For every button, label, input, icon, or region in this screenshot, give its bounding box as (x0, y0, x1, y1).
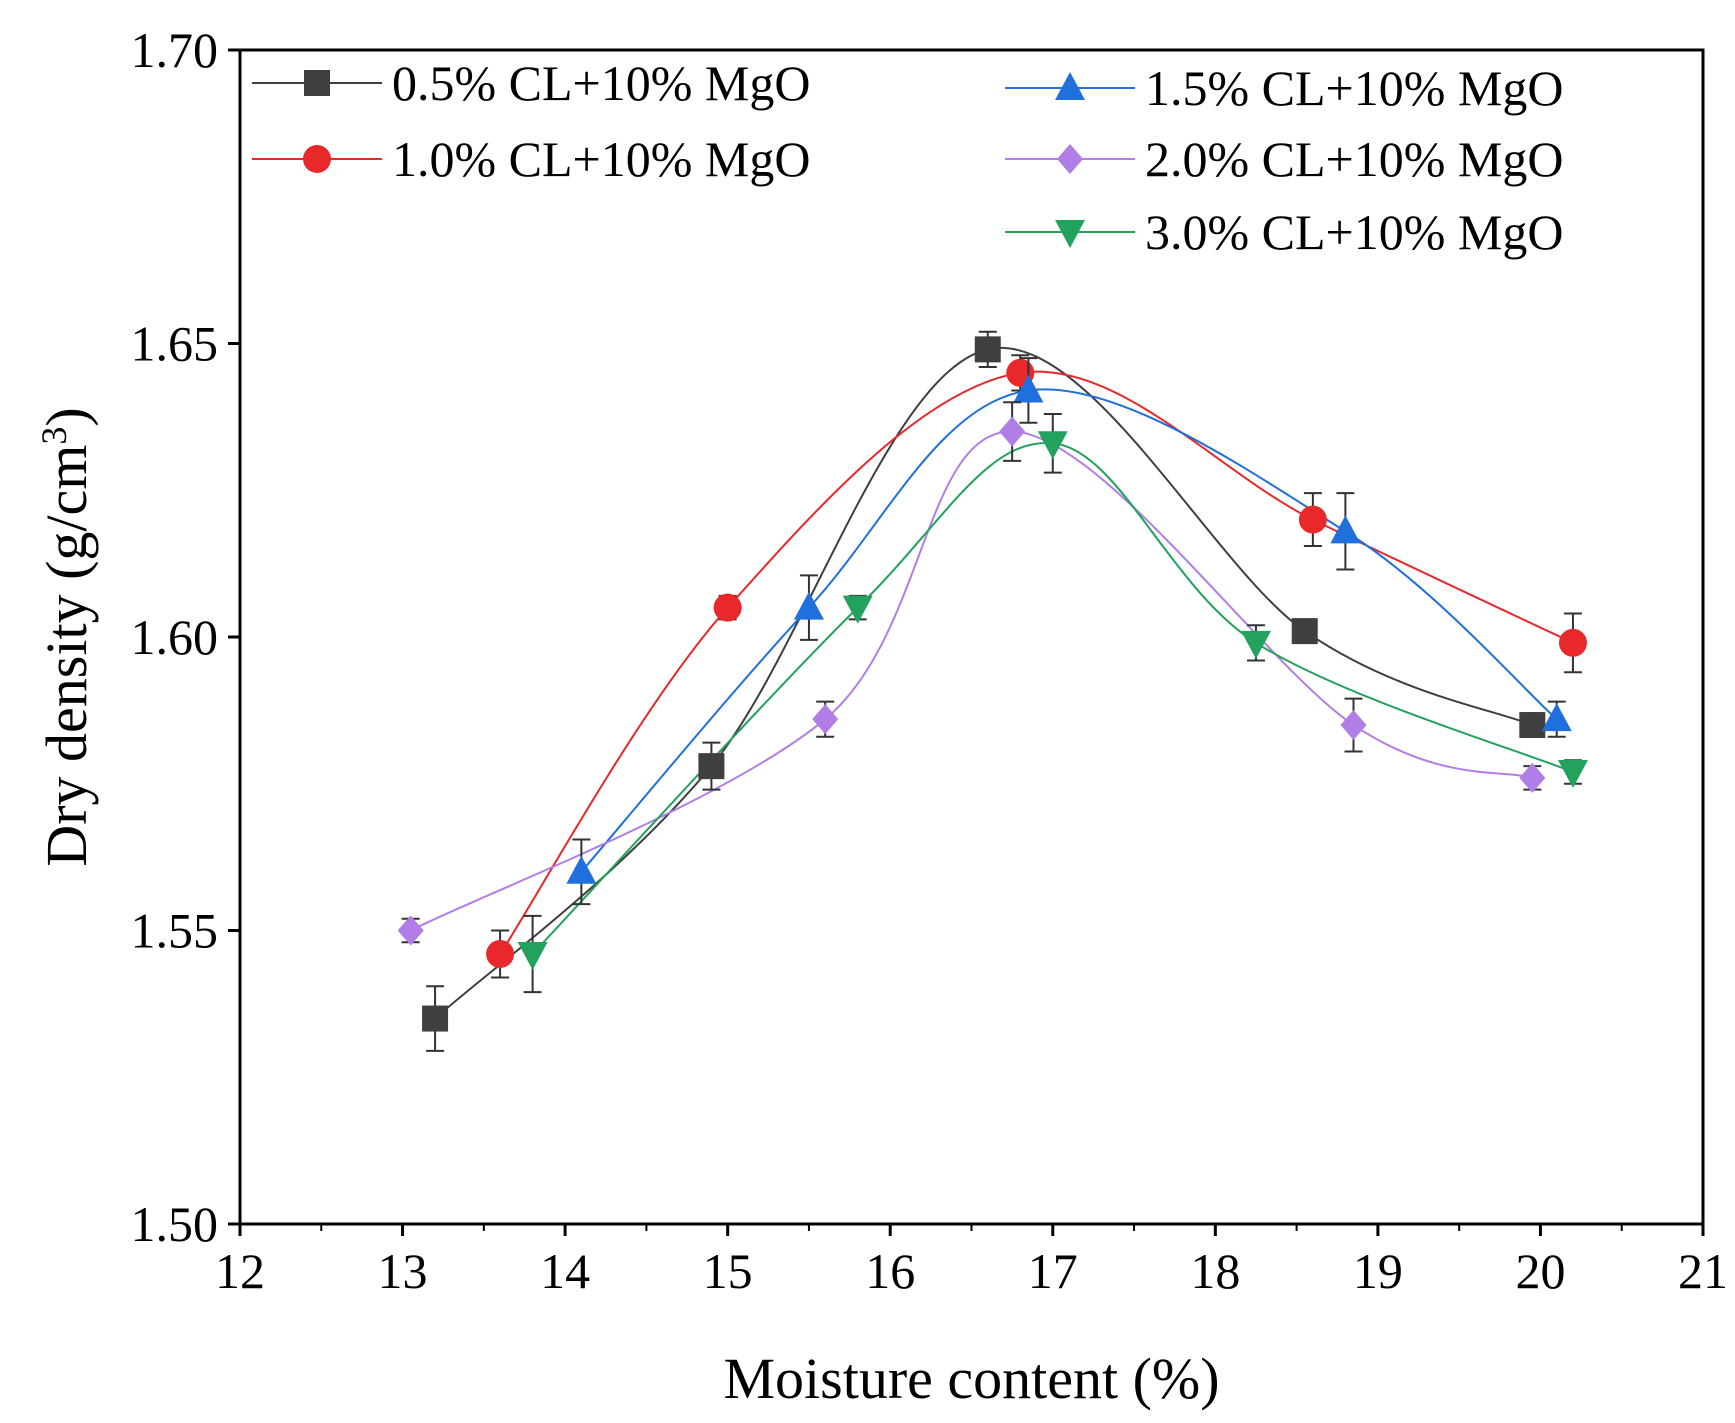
data-point-series-2 (1298, 505, 1327, 534)
series-curve-3 (580, 388, 1558, 873)
data-point-series-1 (974, 336, 1001, 363)
data-point-series-1 (422, 1005, 449, 1032)
series-curve-4 (410, 430, 1533, 932)
data-point-series-4 (999, 416, 1026, 447)
series-curve-1 (434, 346, 1533, 1020)
data-point-series-5 (517, 941, 548, 970)
data-point-series-5 (1240, 630, 1271, 659)
x-tick-label: 19 (1353, 1243, 1403, 1299)
legend-label: 1.5% CL+10% MgO (1145, 60, 1563, 116)
legend-marker (1055, 72, 1085, 100)
x-tick-label: 21 (1678, 1243, 1728, 1299)
x-tick-label: 18 (1190, 1243, 1240, 1299)
data-point-series-5 (842, 595, 873, 624)
data-point-series-1 (1291, 618, 1318, 645)
x-tick-label: 17 (1028, 1243, 1078, 1299)
data-point-series-5 (1037, 431, 1068, 460)
series-curve-5 (531, 442, 1574, 955)
data-point-series-4 (812, 704, 839, 735)
series-curve-2 (499, 370, 1574, 955)
legend: 0.5% CL+10% MgO 1.0% CL+10% MgO 1.5% CL+10… (252, 55, 1563, 260)
data-point-series-4 (1340, 710, 1367, 741)
x-tick-label: 16 (865, 1243, 915, 1299)
data-point-series-3 (1013, 374, 1044, 403)
data-point-series-5 (1557, 760, 1588, 789)
data-point-series-3 (1541, 703, 1572, 732)
data-point-series-4 (397, 915, 424, 946)
legend-label: 1.0% CL+10% MgO (392, 131, 810, 187)
data-point-series-3 (1330, 515, 1361, 544)
y-tick-label: 1.70 (131, 22, 219, 78)
legend-label: 3.0% CL+10% MgO (1145, 204, 1563, 260)
data-point-series-2 (713, 593, 742, 622)
x-tick-label: 13 (378, 1243, 428, 1299)
y-tick-label: 1.65 (131, 316, 219, 372)
legend-label: 0.5% CL+10% MgO (392, 55, 810, 111)
legend-marker (1055, 220, 1085, 248)
data-point-series-2 (1558, 628, 1587, 657)
y-axis-title: Dry density (g/cm3) (34, 407, 99, 866)
data-point-series-4 (1519, 762, 1546, 793)
legend-marker (304, 70, 330, 96)
data-point-series-3 (566, 855, 597, 884)
x-tick-label: 20 (1515, 1243, 1565, 1299)
y-tick-label: 1.60 (131, 609, 219, 665)
data-point-series-3 (793, 591, 824, 620)
data-point-series-2 (486, 939, 515, 968)
data-point-series-1 (1519, 712, 1546, 739)
y-tick-label: 1.50 (131, 1196, 219, 1252)
y-axis-title-superscript: 3 (34, 427, 74, 445)
x-tick-label: 14 (540, 1243, 590, 1299)
x-axis-title: Moisture content (%) (723, 1346, 1219, 1411)
y-axis-title-close: ) (34, 407, 99, 426)
x-tick-label: 12 (215, 1243, 265, 1299)
y-tick-label: 1.55 (131, 903, 219, 959)
y-axis-title-main: Dry density (g/cm (34, 445, 99, 867)
legend-marker (1057, 144, 1083, 174)
legend-label: 2.0% CL+10% MgO (1145, 131, 1563, 187)
data-point-series-1 (698, 753, 725, 780)
x-tick-label: 15 (703, 1243, 753, 1299)
legend-marker (303, 145, 331, 173)
